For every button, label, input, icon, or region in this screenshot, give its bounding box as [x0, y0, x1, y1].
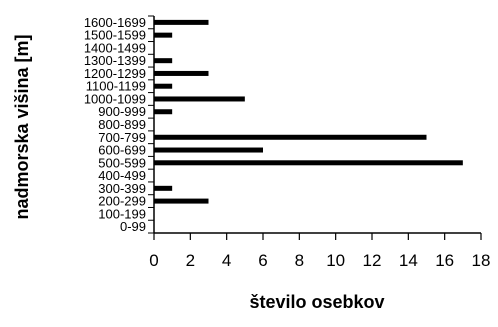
- x-labels-layer: 0 2 4 6 8 10 12 14 16 18: [149, 251, 490, 270]
- y-tick-label: 1500-1599: [84, 28, 146, 43]
- bar-500-599: [154, 160, 463, 166]
- x-tick-label: 14: [399, 251, 418, 270]
- y-axis-title: nadmorska višina [m]: [12, 34, 32, 219]
- y-tick-label: 500-599: [98, 155, 146, 170]
- bar-1500-1599: [154, 32, 173, 38]
- x-tick-label: 4: [222, 251, 231, 270]
- y-tick-label: 300-399: [98, 181, 146, 196]
- x-axis-title: število osebkov: [249, 292, 384, 312]
- x-tick-label: 12: [363, 251, 382, 270]
- y-tick-label: 1600-1699: [84, 15, 146, 30]
- bar-900-999: [154, 109, 173, 115]
- y-tick-label: 1300-1399: [84, 53, 146, 68]
- x-tick-label: 16: [435, 251, 454, 270]
- y-labels-layer: 0-99100-199200-299300-399400-499500-5996…: [84, 15, 146, 234]
- y-tick-label: 200-299: [98, 194, 146, 209]
- x-tick-label: 10: [326, 251, 345, 270]
- y-tick-label: 700-799: [98, 130, 146, 145]
- x-tick-label: 18: [472, 251, 491, 270]
- bar-600-699: [154, 147, 263, 153]
- y-tick-label: 1000-1099: [84, 91, 146, 106]
- x-ticks-layer: [153, 233, 482, 240]
- y-tick-label: 100-199: [98, 206, 146, 221]
- y-tick-label: 600-699: [98, 143, 146, 158]
- bars-layer: [154, 19, 463, 204]
- x-tick-label: 2: [186, 251, 195, 270]
- y-tick-label: 0-99: [120, 219, 146, 234]
- x-tick-label: 0: [149, 251, 158, 270]
- y-tick-label: 1400-1499: [84, 40, 146, 55]
- bar-1600-1699: [154, 19, 209, 25]
- y-tick-label: 400-499: [98, 168, 146, 183]
- y-tick-label: 1200-1299: [84, 66, 146, 81]
- bar-1000-1099: [154, 96, 245, 102]
- x-tick-label: 8: [295, 251, 304, 270]
- y-tick-label: 1100-1199: [86, 79, 146, 94]
- bar-700-799: [154, 134, 427, 140]
- bar-1300-1399: [154, 58, 173, 64]
- x-tick-label: 6: [258, 251, 267, 270]
- y-tick-label: 900-999: [98, 104, 146, 119]
- y-ticks-layer: [148, 15, 154, 234]
- bar-300-399: [154, 185, 173, 191]
- bar-1100-1199: [154, 83, 173, 89]
- bar-200-299: [154, 198, 209, 204]
- y-tick-label: 800-899: [98, 117, 146, 132]
- bar-1200-1299: [154, 70, 209, 76]
